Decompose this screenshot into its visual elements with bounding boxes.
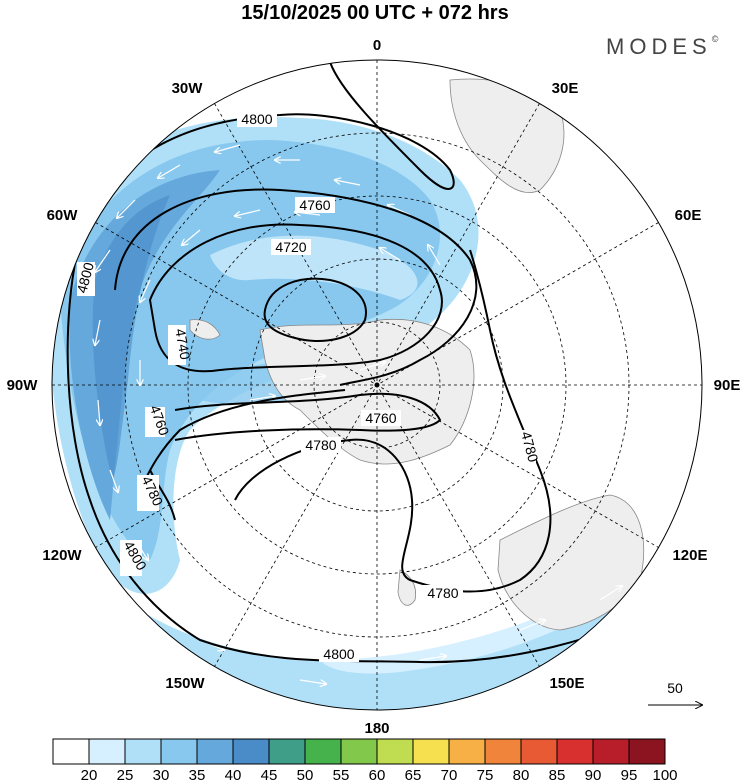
colorbar-tick-label: 90 bbox=[585, 767, 602, 782]
colorbar-swatch bbox=[124, 738, 162, 765]
colorbar-swatch bbox=[376, 738, 414, 765]
contour-4720 bbox=[263, 277, 367, 342]
lon-label-150e: 150E bbox=[549, 675, 584, 692]
colorbar-swatch bbox=[484, 738, 522, 765]
colorbar-swatch bbox=[88, 738, 126, 765]
colorbar-swatch bbox=[628, 738, 666, 765]
colorbar-tick-label: 65 bbox=[405, 767, 422, 782]
contour-label-4740: 4740 bbox=[172, 327, 193, 361]
contour-4740 bbox=[148, 223, 443, 373]
contour-label-4800-bottom: 4800 bbox=[323, 646, 354, 662]
colorbar-tick-label: 45 bbox=[261, 767, 278, 782]
colorbar-swatch bbox=[448, 738, 486, 765]
colorbar-swatch bbox=[304, 738, 342, 765]
colorbar-tick-label: 35 bbox=[189, 767, 206, 782]
colorbar-tick-label: 25 bbox=[117, 767, 134, 782]
colorbar-tick-label: 30 bbox=[153, 767, 170, 782]
colorbar-tick-label: 85 bbox=[549, 767, 566, 782]
lon-label-150w: 150W bbox=[165, 675, 205, 692]
contour-label-4800-top: 4800 bbox=[241, 111, 272, 127]
lon-label-60w: 60W bbox=[47, 207, 79, 224]
pole-marker bbox=[374, 382, 380, 388]
contour-4780-left bbox=[149, 469, 176, 521]
colorbar-tick-label: 50 bbox=[297, 767, 314, 782]
colorbar-tick-label: 40 bbox=[225, 767, 242, 782]
lon-label-120e: 120E bbox=[672, 547, 707, 564]
lon-label-60e: 60E bbox=[675, 207, 702, 224]
colorbar-tick-label: 95 bbox=[621, 767, 638, 782]
colorbar-swatch bbox=[268, 738, 306, 765]
contour-label-4760-center: 4760 bbox=[365, 410, 396, 426]
colorbar-tick-label: 55 bbox=[333, 767, 350, 782]
lon-label-0: 0 bbox=[373, 37, 381, 54]
colorbar-swatch bbox=[52, 738, 90, 765]
lon-label-180: 180 bbox=[364, 720, 389, 737]
colorbar-tick-label: 60 bbox=[369, 767, 386, 782]
colorbar-tick-label: 100 bbox=[652, 767, 677, 782]
colorbar-tick-label: 75 bbox=[477, 767, 494, 782]
contour-label-4780-center: 4780 bbox=[305, 437, 336, 453]
colorbar-swatch bbox=[196, 738, 234, 765]
map-title: 15/10/2025 00 UTC + 072 hrs bbox=[241, 2, 509, 24]
height-contours bbox=[66, 61, 681, 664]
colorbar: 20 25 30 35 40 45 50 55 60 65 70 75 80 85 90 95 100 bbox=[52, 738, 678, 782]
new-zealand bbox=[397, 569, 417, 606]
lon-label-30w: 30W bbox=[172, 80, 204, 97]
land-masses bbox=[189, 78, 645, 631]
colorbar-swatch bbox=[412, 738, 450, 765]
contour-label-4780-bottom: 4780 bbox=[427, 585, 458, 601]
contour-label-4800-left: 4800 bbox=[73, 260, 97, 294]
lon-label-30e: 30E bbox=[552, 80, 579, 97]
colorbar-tick-label: 80 bbox=[513, 767, 530, 782]
contour-4800 bbox=[66, 61, 681, 664]
map-border bbox=[51, 59, 703, 711]
reference-vector: 50 bbox=[648, 680, 702, 705]
contour-4760 bbox=[114, 188, 478, 481]
contour-label-4780-right: 4780 bbox=[518, 430, 542, 464]
contour-label-4760-top: 4760 bbox=[299, 197, 330, 213]
contour-label-backgrounds bbox=[77, 111, 536, 662]
contour-label-4720: 4720 bbox=[275, 239, 306, 255]
colorbar-tick-label: 70 bbox=[441, 767, 458, 782]
contour-4760-b bbox=[174, 392, 442, 441]
contour-labels: 4800 4800 4760 4720 4740 4760 4760 4780 … bbox=[73, 111, 541, 662]
colorbar-swatch bbox=[340, 738, 378, 765]
colorbar-tick-label: 20 bbox=[81, 767, 98, 782]
lon-label-90w: 90W bbox=[7, 377, 39, 394]
colorbar-swatch bbox=[232, 738, 270, 765]
colorbar-swatch bbox=[556, 738, 594, 765]
lon-label-90e: 90E bbox=[714, 377, 741, 394]
longitude-labels: 0 30E 60E 90E 120E 150E 180 150W 120W 90… bbox=[7, 37, 741, 737]
colorbar-swatch bbox=[592, 738, 630, 765]
lon-label-120w: 120W bbox=[42, 547, 82, 564]
wind-vectors bbox=[95, 144, 622, 684]
modes-logo: MODES© bbox=[606, 34, 719, 59]
colorbar-swatch bbox=[160, 738, 198, 765]
colorbar-swatch bbox=[520, 738, 558, 765]
contour-4780 bbox=[234, 249, 552, 593]
reference-vector-label: 50 bbox=[667, 680, 683, 696]
